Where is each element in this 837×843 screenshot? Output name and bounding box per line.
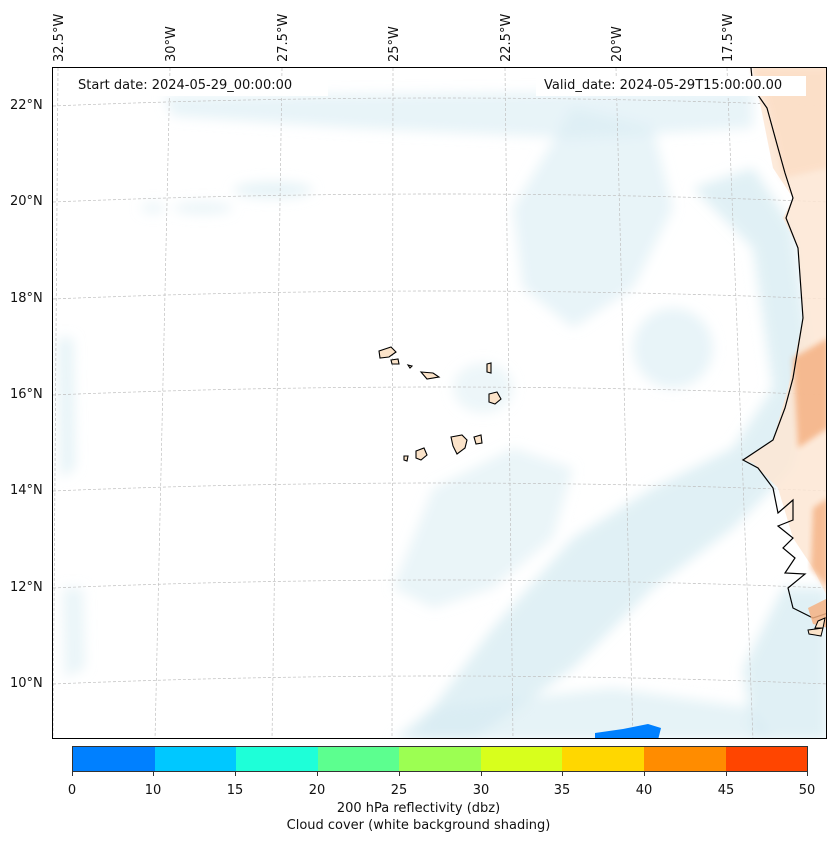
cloud-band-sw: [63, 588, 85, 678]
colorbar-tick-40: 40: [635, 783, 653, 798]
colorbar-tick-0: 0: [67, 783, 77, 798]
colorbar-segment-1: [154, 747, 237, 771]
reflectivity-patch: [595, 724, 661, 738]
colorbar-segment-5: [480, 747, 563, 771]
cloud-patch-1: [233, 182, 313, 198]
lat-label-12n: 12°N: [10, 580, 43, 595]
colorbar-tick-10: 10: [144, 783, 162, 798]
colorbar-tick-15: 15: [226, 783, 244, 798]
lon-label-30w: 30°W: [164, 26, 179, 62]
colorbar-tick-25: 25: [390, 783, 408, 798]
colorbar-segment-3: [317, 747, 400, 771]
lon-label-27-5w: 27.5°W: [276, 13, 291, 62]
cloud-band-diagonal: [395, 168, 813, 738]
cloud-patch-3: [141, 203, 165, 213]
cloud-band-central: [513, 108, 673, 328]
lat-label-14n: 14°N: [10, 483, 43, 498]
colorbar-tick-50: 50: [798, 783, 816, 798]
lat-label-10n: 10°N: [10, 676, 43, 691]
valid-date-label: Valid_date: 2024-05-29T15:00:00.00: [536, 76, 806, 96]
lon-label-25w: 25°W: [387, 26, 402, 62]
colorbar-label-primary: 200 hPa reflectivity (dbz): [336, 801, 501, 816]
graticule: [53, 68, 826, 738]
lon-label-32-5w: 32.5°W: [52, 13, 67, 62]
colorbar-segment-2: [236, 747, 318, 771]
cape-verde-islands: [378, 346, 502, 462]
colorbar-segment-4: [399, 747, 481, 771]
colorbar-tick-45: 45: [717, 783, 735, 798]
cloud-band-bottom: [414, 688, 772, 738]
colorbar-tick-35: 35: [553, 783, 571, 798]
lat-label-16n: 16°N: [10, 387, 43, 402]
cloud-patch-5: [633, 308, 713, 388]
cloud-patch-2: [173, 202, 233, 214]
cloud-cover-shading: [58, 88, 826, 738]
colorbar-segment-0: [73, 747, 155, 771]
colorbar: [72, 746, 808, 772]
start-date-label: Start date: 2024-05-29_00:00:00: [70, 76, 328, 96]
lat-label-18n: 18°N: [10, 291, 43, 306]
cloud-band-se: [743, 588, 826, 738]
colorbar-tick-30: 30: [472, 783, 490, 798]
lat-label-20n: 20°N: [10, 194, 43, 209]
colorbar-label-secondary: Cloud cover (white background shading): [286, 818, 551, 833]
lon-label-20w: 20°W: [610, 26, 625, 62]
lat-label-22n: 22°N: [10, 98, 43, 113]
colorbar-segment-8: [725, 747, 808, 771]
colorbar-segment-7: [643, 747, 726, 771]
lon-label-22-5w: 22.5°W: [499, 13, 514, 62]
map-canvas: [53, 68, 826, 738]
colorbar-segment-6: [562, 747, 644, 771]
map-panel[interactable]: [52, 67, 827, 739]
colorbar-tick-20: 20: [308, 783, 326, 798]
cloud-band-south: [393, 448, 573, 608]
lon-label-17-5w: 17.5°W: [721, 13, 736, 62]
cloud-patch-4: [453, 363, 513, 413]
cloud-band-west: [58, 338, 75, 478]
